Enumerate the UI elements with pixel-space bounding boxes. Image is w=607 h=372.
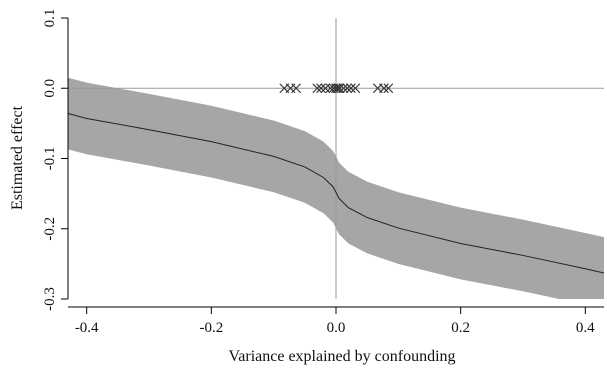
marker-stroke xyxy=(316,83,326,94)
marker-stroke xyxy=(346,83,356,94)
y-tick-label: -0.3 xyxy=(42,287,58,311)
observed-marker xyxy=(331,83,341,94)
marker-stroke xyxy=(379,83,389,94)
marker-stroke xyxy=(338,83,349,94)
observed-marker xyxy=(346,83,356,94)
observed-marker xyxy=(320,83,331,94)
observed-marker xyxy=(383,83,394,94)
observed-marker xyxy=(342,83,353,94)
plot-area xyxy=(68,18,604,299)
observed-marker xyxy=(338,83,349,94)
y-tick-label: -0.1 xyxy=(42,147,58,171)
observed-marker xyxy=(334,83,345,94)
marker-stroke xyxy=(342,83,353,94)
observed-marker xyxy=(291,83,302,94)
y-axis-title: Estimated effect xyxy=(9,105,26,210)
x-tick-label: 0.2 xyxy=(451,320,470,336)
observed-marker xyxy=(312,83,323,94)
y-tick-label: -0.2 xyxy=(42,217,58,241)
marker-stroke xyxy=(334,83,345,94)
x-tick-label: 0.4 xyxy=(576,320,595,336)
marker-stroke xyxy=(350,83,361,94)
observed-marker xyxy=(316,83,326,94)
estimate-line xyxy=(68,113,604,274)
axes: -0.4 -0.2 0.0 0.2 0.4 -0.3 -0.2 -0.1 0.0 0.1 xyxy=(42,9,604,336)
marker-stroke xyxy=(383,83,394,94)
x-tick-label: 0.0 xyxy=(327,320,346,336)
observed-marker xyxy=(350,83,361,94)
x-axis-title: Variance explained by confounding xyxy=(228,348,455,365)
marker-stroke xyxy=(291,83,302,94)
marker-stroke xyxy=(320,83,331,94)
x-tick-label: -0.4 xyxy=(75,320,99,336)
marker-stroke xyxy=(312,83,323,94)
y-tick-label: 0.0 xyxy=(42,79,58,98)
marker-stroke xyxy=(331,83,341,94)
observed-marker xyxy=(379,83,389,94)
x-tick-label: -0.2 xyxy=(199,320,223,336)
y-tick-label: 0.1 xyxy=(42,9,58,28)
